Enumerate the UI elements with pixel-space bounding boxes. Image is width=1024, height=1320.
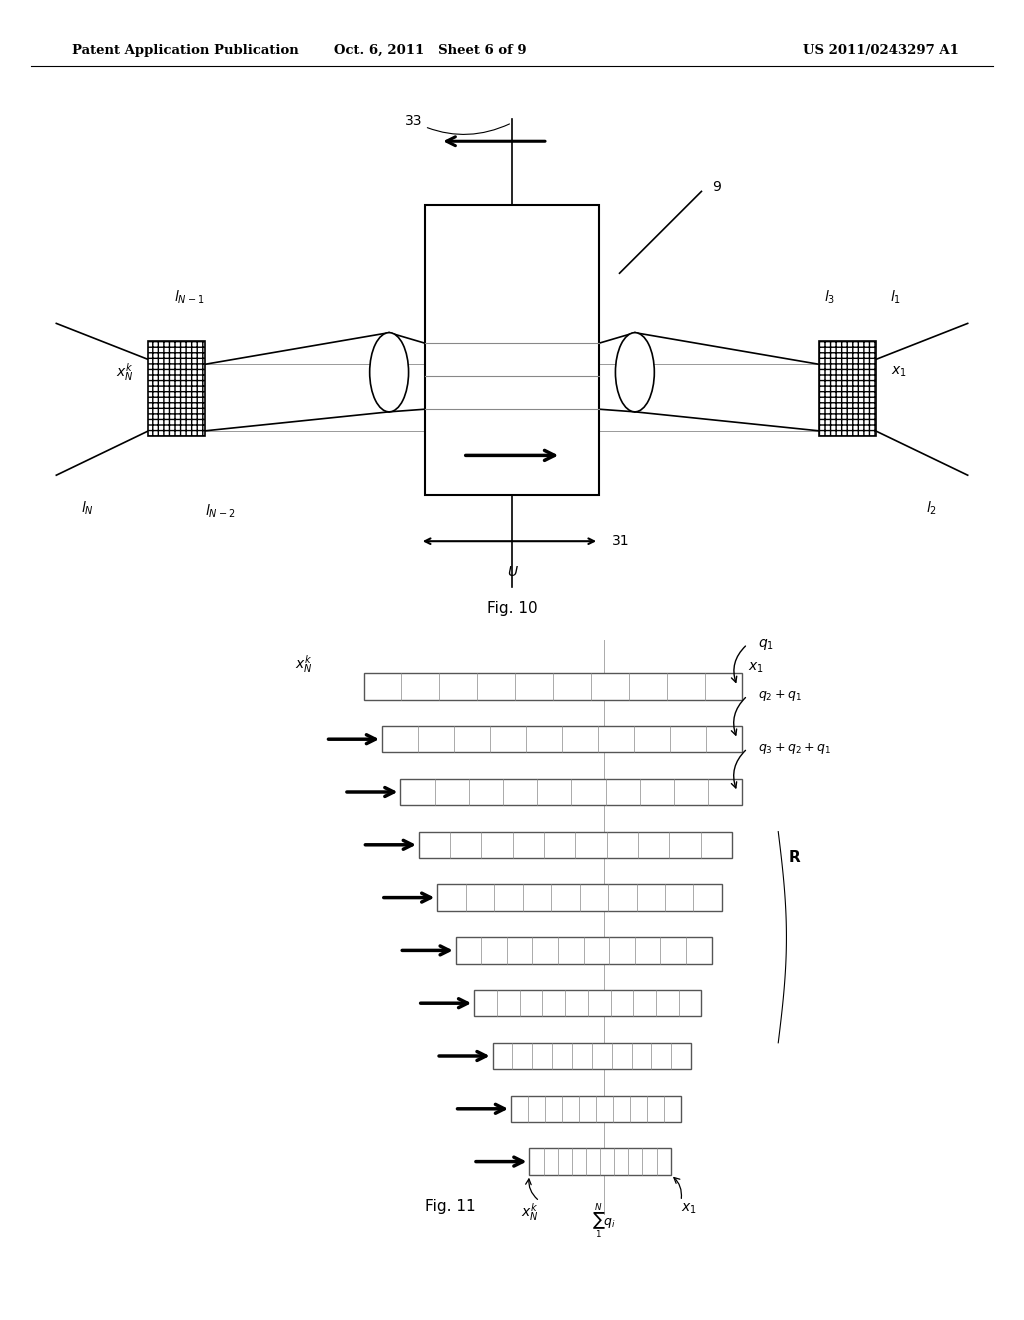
Bar xyxy=(400,779,742,805)
Text: $x_1$: $x_1$ xyxy=(748,661,763,675)
Text: R: R xyxy=(788,850,800,866)
Bar xyxy=(493,1043,691,1069)
Bar xyxy=(382,726,742,752)
Text: $l_{N}$: $l_{N}$ xyxy=(81,499,93,517)
Text: US 2011/0243297 A1: US 2011/0243297 A1 xyxy=(803,44,958,57)
Bar xyxy=(419,832,732,858)
Bar xyxy=(474,990,701,1016)
Text: 9: 9 xyxy=(712,181,721,194)
Text: $q_1$: $q_1$ xyxy=(758,636,774,652)
Text: $x_1$: $x_1$ xyxy=(681,1201,696,1216)
Text: 31: 31 xyxy=(612,535,630,548)
Text: $x_1$: $x_1$ xyxy=(891,366,906,379)
Text: $\sum_{1}^{N}q_i$: $\sum_{1}^{N}q_i$ xyxy=(592,1201,616,1241)
Bar xyxy=(364,673,742,700)
Text: $x_N^k$: $x_N^k$ xyxy=(116,362,133,383)
Text: Fig. 10: Fig. 10 xyxy=(486,601,538,615)
Bar xyxy=(529,1148,671,1175)
Bar xyxy=(456,937,712,964)
Text: $l_{N-2}$: $l_{N-2}$ xyxy=(205,502,236,520)
Ellipse shape xyxy=(370,333,409,412)
Bar xyxy=(819,341,876,436)
Text: Oct. 6, 2011   Sheet 6 of 9: Oct. 6, 2011 Sheet 6 of 9 xyxy=(334,44,526,57)
Text: $x_N^k$: $x_N^k$ xyxy=(520,1201,539,1224)
Ellipse shape xyxy=(615,333,654,412)
Text: Fig. 11: Fig. 11 xyxy=(425,1199,476,1213)
Text: $l_{1}$: $l_{1}$ xyxy=(891,288,901,306)
Bar xyxy=(511,1096,681,1122)
Text: 33: 33 xyxy=(404,115,510,135)
Text: $l_{3}$: $l_{3}$ xyxy=(824,288,835,306)
Text: $x_N^k$: $x_N^k$ xyxy=(295,653,312,675)
Bar xyxy=(148,341,205,436)
Text: $q_3+q_2+q_1$: $q_3+q_2+q_1$ xyxy=(758,741,830,756)
Text: $q_2+q_1$: $q_2+q_1$ xyxy=(758,688,802,704)
Text: $l_{N-1}$: $l_{N-1}$ xyxy=(174,288,205,306)
Text: $l_{2}$: $l_{2}$ xyxy=(927,499,937,517)
Bar xyxy=(437,884,722,911)
Bar xyxy=(425,205,599,495)
Text: U: U xyxy=(507,565,517,579)
Text: Patent Application Publication: Patent Application Publication xyxy=(72,44,298,57)
